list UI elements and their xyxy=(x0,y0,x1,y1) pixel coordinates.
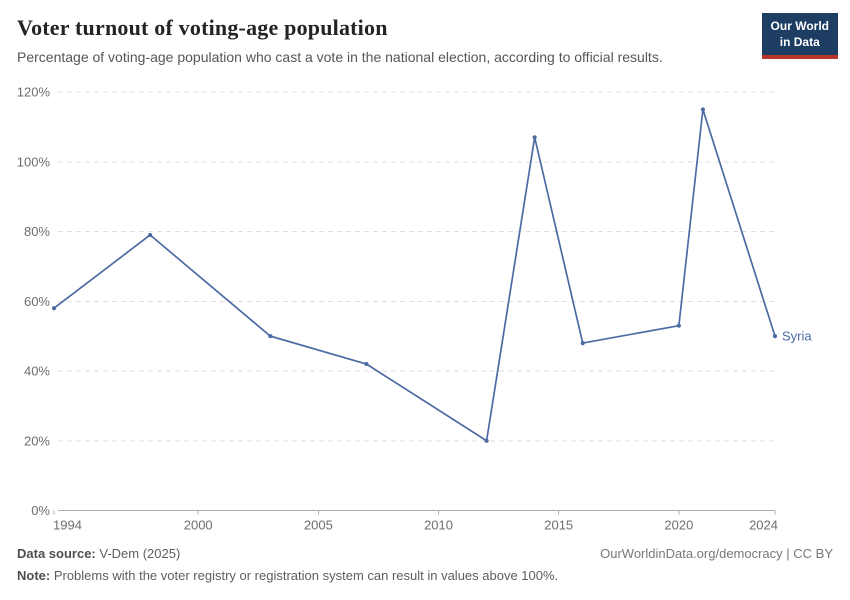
note-value: Problems with the voter registry or regi… xyxy=(50,568,559,583)
data-point[interactable] xyxy=(532,135,537,140)
y-tick-label: 20% xyxy=(24,433,50,448)
page-title: Voter turnout of voting-age population xyxy=(17,15,388,40)
chart-footer: Data source: V-Dem (2025) OurWorldinData… xyxy=(17,546,833,561)
data-source-value: V-Dem (2025) xyxy=(95,546,181,561)
x-tick-label: 2010 xyxy=(424,518,453,533)
y-tick-label: 80% xyxy=(24,224,50,239)
data-point[interactable] xyxy=(484,438,489,443)
data-point[interactable] xyxy=(268,334,273,339)
y-tick-label: 120% xyxy=(17,85,51,100)
note-label: Note: xyxy=(17,568,51,583)
data-point[interactable] xyxy=(772,334,778,339)
x-tick-label: 2000 xyxy=(184,518,213,533)
data-point[interactable] xyxy=(676,323,681,328)
x-tick-label: 1994 xyxy=(53,518,82,533)
attribution-link[interactable]: OurWorldinData.org/democracy | CC BY xyxy=(600,546,833,561)
series-end-label[interactable]: Syria xyxy=(782,329,812,344)
data-point[interactable] xyxy=(51,306,57,311)
data-point[interactable] xyxy=(700,107,706,112)
data-point[interactable] xyxy=(364,361,369,367)
x-tick-label: 2024 xyxy=(749,518,778,533)
owid-logo[interactable]: Our World in Data xyxy=(761,13,838,60)
data-point[interactable] xyxy=(580,341,585,346)
x-tick-label: 2020 xyxy=(664,518,693,533)
chart-subtitle: Percentage of voting-age population who … xyxy=(17,49,663,65)
x-tick-label: 2005 xyxy=(304,518,333,533)
owid-logo-line1: Our World xyxy=(770,19,829,33)
x-tick-label: 2015 xyxy=(544,518,573,533)
owid-logo-line2: in Data xyxy=(779,34,820,49)
data-source: Data source: V-Dem (2025) xyxy=(17,546,180,561)
y-tick-label: 100% xyxy=(17,154,51,169)
y-tick-label: 40% xyxy=(24,364,50,379)
data-point[interactable] xyxy=(148,232,153,238)
y-tick-label: 0% xyxy=(31,503,50,518)
data-source-label: Data source: xyxy=(17,546,96,561)
chart-note: Note: Problems with the voter registry o… xyxy=(17,568,558,583)
y-tick-label: 60% xyxy=(24,294,50,309)
line-chart[interactable]: 0% 20% 40% 60% 80% 100% 120% 1994 2000 2005 2010 20… xyxy=(0,0,850,540)
series-line-syria[interactable] xyxy=(53,108,776,442)
